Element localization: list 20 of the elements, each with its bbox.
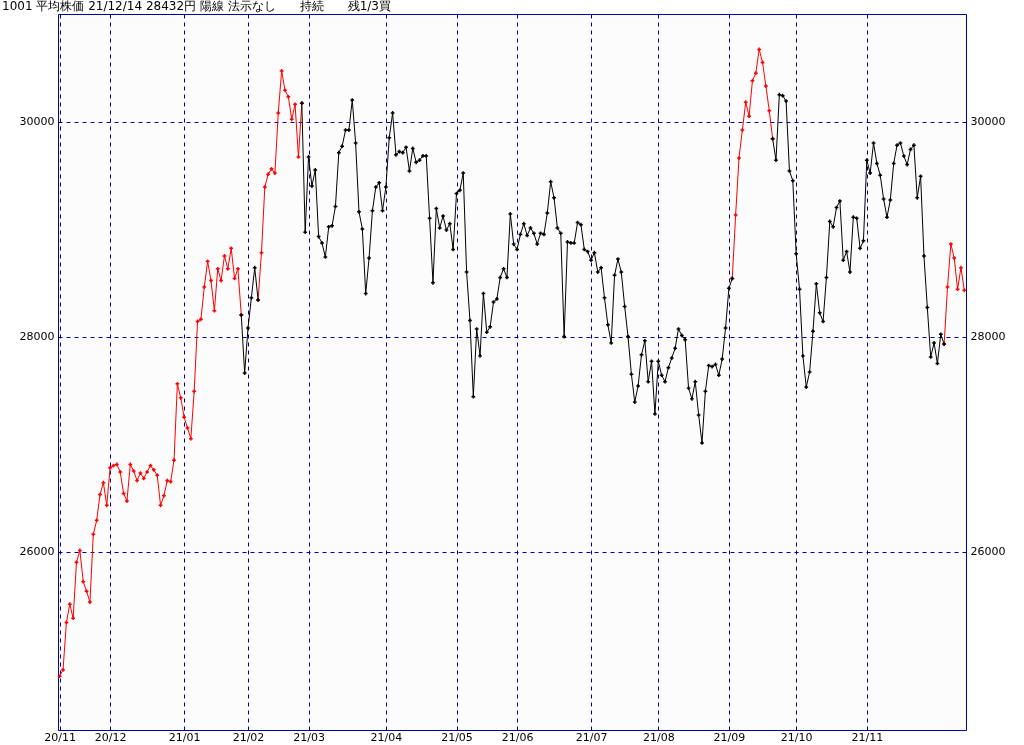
x-tick-label: 21/07 (575, 730, 608, 744)
chart-title: 1001 平均株価 21/12/14 28432円 陽線 法示なし 持続 残1/3買 (2, 0, 391, 13)
y2-tick-label: 30000 (970, 115, 1006, 129)
y-tick-label: 30000 (19, 115, 55, 129)
x-tick-label: 21/03 (293, 730, 325, 744)
x-tick-label: 21/09 (713, 730, 746, 744)
x-tick-label: 21/08 (642, 730, 675, 744)
y-tick-label: 28000 (19, 330, 55, 344)
y2-tick-label: 28000 (970, 330, 1006, 344)
x-tick-label: 21/04 (370, 730, 403, 744)
x-tick-label: 21/02 (232, 730, 265, 744)
x-tick-label: 21/05 (441, 730, 473, 744)
x-tick-label: 20/11 (44, 730, 77, 744)
x-tick-label: 21/01 (168, 730, 201, 744)
y2-tick-label: 26000 (970, 545, 1006, 559)
y-tick-label: 26000 (19, 545, 55, 559)
x-tick-label: 21/11 (851, 730, 884, 744)
x-tick-label: 21/10 (780, 730, 813, 744)
x-tick-label: 21/06 (501, 730, 534, 744)
x-tick-label: 20/12 (94, 730, 127, 744)
